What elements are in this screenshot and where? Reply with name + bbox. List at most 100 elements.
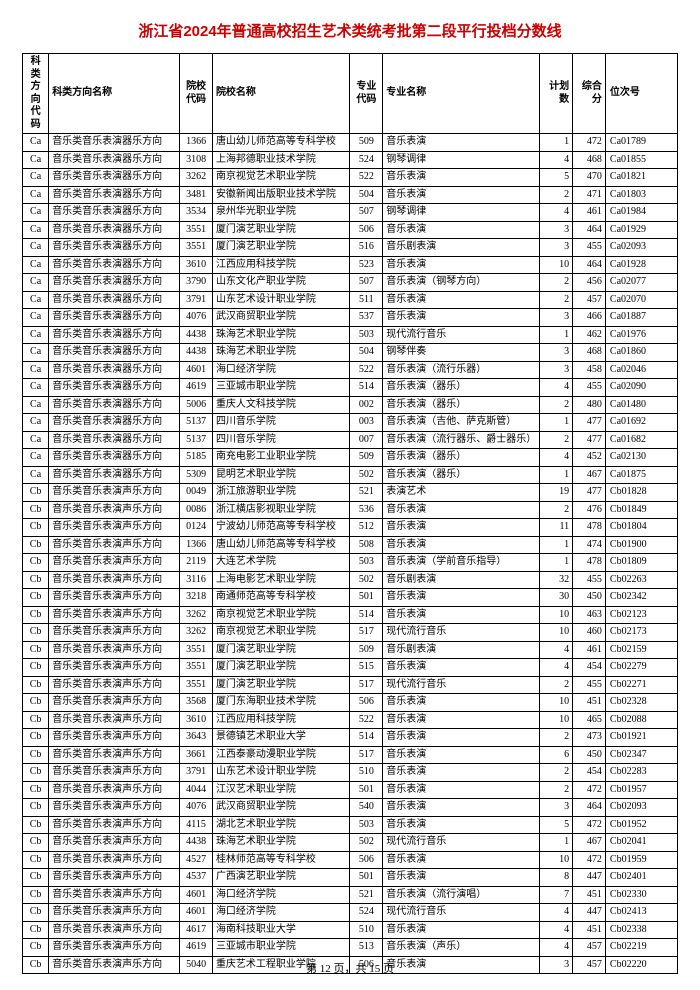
table-cell: 音乐类音乐表演声乐方向	[49, 921, 180, 939]
table-cell: 510	[350, 764, 383, 782]
table-cell: 509	[350, 134, 383, 152]
table-cell: 浙江横店影视职业学院	[212, 501, 350, 519]
table-cell: Cb	[23, 764, 49, 782]
table-cell: Cb	[23, 571, 49, 589]
table-cell: 表演艺术	[383, 484, 540, 502]
table-cell: 3643	[180, 729, 213, 747]
table-cell: 1366	[180, 134, 213, 152]
table-cell: Ca01692	[605, 414, 677, 432]
table-cell: 8	[540, 869, 573, 887]
table-cell: 3661	[180, 746, 213, 764]
table-row: Ca音乐类音乐表演器乐方向4619三亚城市职业学院514音乐表演（器乐）4455…	[23, 379, 678, 397]
table-cell: 3791	[180, 291, 213, 309]
table-cell: 536	[350, 501, 383, 519]
table-cell: Cb	[23, 519, 49, 537]
table-cell: 3218	[180, 589, 213, 607]
table-cell: 南京视觉艺术职业学院	[212, 169, 350, 187]
table-cell: 音乐表演（声乐）	[383, 939, 540, 957]
table-cell: 音乐表演	[383, 186, 540, 204]
table-cell: 478	[573, 519, 606, 537]
table-cell: 山东文化产职业学院	[212, 274, 350, 292]
table-cell: 515	[350, 659, 383, 677]
table-cell: 桂林师范高等专科学校	[212, 851, 350, 869]
table-cell: 1	[540, 466, 573, 484]
table-cell: 3551	[180, 676, 213, 694]
table-cell: Cb02342	[605, 589, 677, 607]
table-cell: 海南科技职业大学	[212, 921, 350, 939]
table-cell: 456	[573, 274, 606, 292]
table-cell: Ca01682	[605, 431, 677, 449]
page-footer: 第 12 页，共 15 页	[0, 960, 700, 976]
table-cell: 钢琴伴奏	[383, 344, 540, 362]
table-cell: 19	[540, 484, 573, 502]
table-cell: Cb	[23, 869, 49, 887]
table-cell: 10	[540, 851, 573, 869]
table-cell: 468	[573, 344, 606, 362]
table-cell: 472	[573, 816, 606, 834]
table-cell: 4438	[180, 834, 213, 852]
table-cell: 509	[350, 641, 383, 659]
table-cell: 5137	[180, 431, 213, 449]
table-cell: 506	[350, 694, 383, 712]
table-cell: 音乐表演（器乐）	[383, 396, 540, 414]
table-cell: 3610	[180, 256, 213, 274]
table-cell: 522	[350, 361, 383, 379]
table-cell: 4	[540, 204, 573, 222]
table-row: Cb音乐类音乐表演声乐方向2119大连艺术学院503音乐表演（学前音乐指导）14…	[23, 554, 678, 572]
table-cell: 音乐类音乐表演器乐方向	[49, 186, 180, 204]
table-cell: 524	[350, 151, 383, 169]
table-cell: 10	[540, 694, 573, 712]
table-cell: 4438	[180, 326, 213, 344]
header-school-name: 院校名称	[212, 54, 350, 134]
table-row: Cb音乐类音乐表演声乐方向3610江西应用科技学院522音乐表演10465Cb0…	[23, 711, 678, 729]
table-cell: Cb	[23, 554, 49, 572]
table-cell: Cb	[23, 606, 49, 624]
table-cell: 音乐表演	[383, 256, 540, 274]
table-cell: Cb02347	[605, 746, 677, 764]
table-cell: Ca	[23, 414, 49, 432]
table-cell: 516	[350, 239, 383, 257]
table-cell: 厦门演艺职业学院	[212, 641, 350, 659]
table-cell: 音乐类音乐表演器乐方向	[49, 291, 180, 309]
table-cell: 477	[573, 431, 606, 449]
table-cell: 音乐表演	[383, 169, 540, 187]
table-row: Cb音乐类音乐表演声乐方向4617海南科技职业大学510音乐表演4451Cb02…	[23, 921, 678, 939]
table-cell: 503	[350, 326, 383, 344]
table-cell: 现代流行音乐	[383, 904, 540, 922]
table-row: Cb音乐类音乐表演声乐方向4438珠海艺术职业学院502现代流行音乐1467Cb…	[23, 834, 678, 852]
table-cell: 3610	[180, 711, 213, 729]
table-cell: 唐山幼儿师范高等专科学校	[212, 134, 350, 152]
table-cell: Cb	[23, 659, 49, 677]
table-cell: Cb	[23, 781, 49, 799]
table-cell: 10	[540, 606, 573, 624]
table-cell: 5309	[180, 466, 213, 484]
table-cell: 音乐类音乐表演器乐方向	[49, 274, 180, 292]
table-cell: 音乐类音乐表演器乐方向	[49, 326, 180, 344]
table-cell: 1366	[180, 536, 213, 554]
table-cell: 音乐类音乐表演声乐方向	[49, 904, 180, 922]
table-cell: 10	[540, 624, 573, 642]
table-cell: Cb02159	[605, 641, 677, 659]
table-cell: Ca02130	[605, 449, 677, 467]
table-cell: 472	[573, 781, 606, 799]
table-cell: Cb01804	[605, 519, 677, 537]
table-cell: Ca01928	[605, 256, 677, 274]
table-cell: Ca01480	[605, 396, 677, 414]
table-row: Ca音乐类音乐表演器乐方向3791山东艺术设计职业学院511音乐表演2457Ca…	[23, 291, 678, 309]
table-cell: 503	[350, 816, 383, 834]
table-cell: 10	[540, 711, 573, 729]
table-cell: 470	[573, 169, 606, 187]
table-cell: Ca01789	[605, 134, 677, 152]
table-cell: Cb	[23, 641, 49, 659]
table-row: Cb音乐类音乐表演声乐方向3643景德镇艺术职业大学514音乐表演2473Cb0…	[23, 729, 678, 747]
table-cell: 472	[573, 134, 606, 152]
table-row: Cb音乐类音乐表演声乐方向3791山东艺术设计职业学院510音乐表演2454Cb…	[23, 764, 678, 782]
table-cell: Ca	[23, 449, 49, 467]
table-cell: 音乐类音乐表演器乐方向	[49, 221, 180, 239]
table-cell: 4601	[180, 886, 213, 904]
table-cell: 重庆人文科技学院	[212, 396, 350, 414]
table-cell: 517	[350, 746, 383, 764]
table-cell: 海口经济学院	[212, 886, 350, 904]
table-cell: 476	[573, 501, 606, 519]
table-cell: Ca01887	[605, 309, 677, 327]
